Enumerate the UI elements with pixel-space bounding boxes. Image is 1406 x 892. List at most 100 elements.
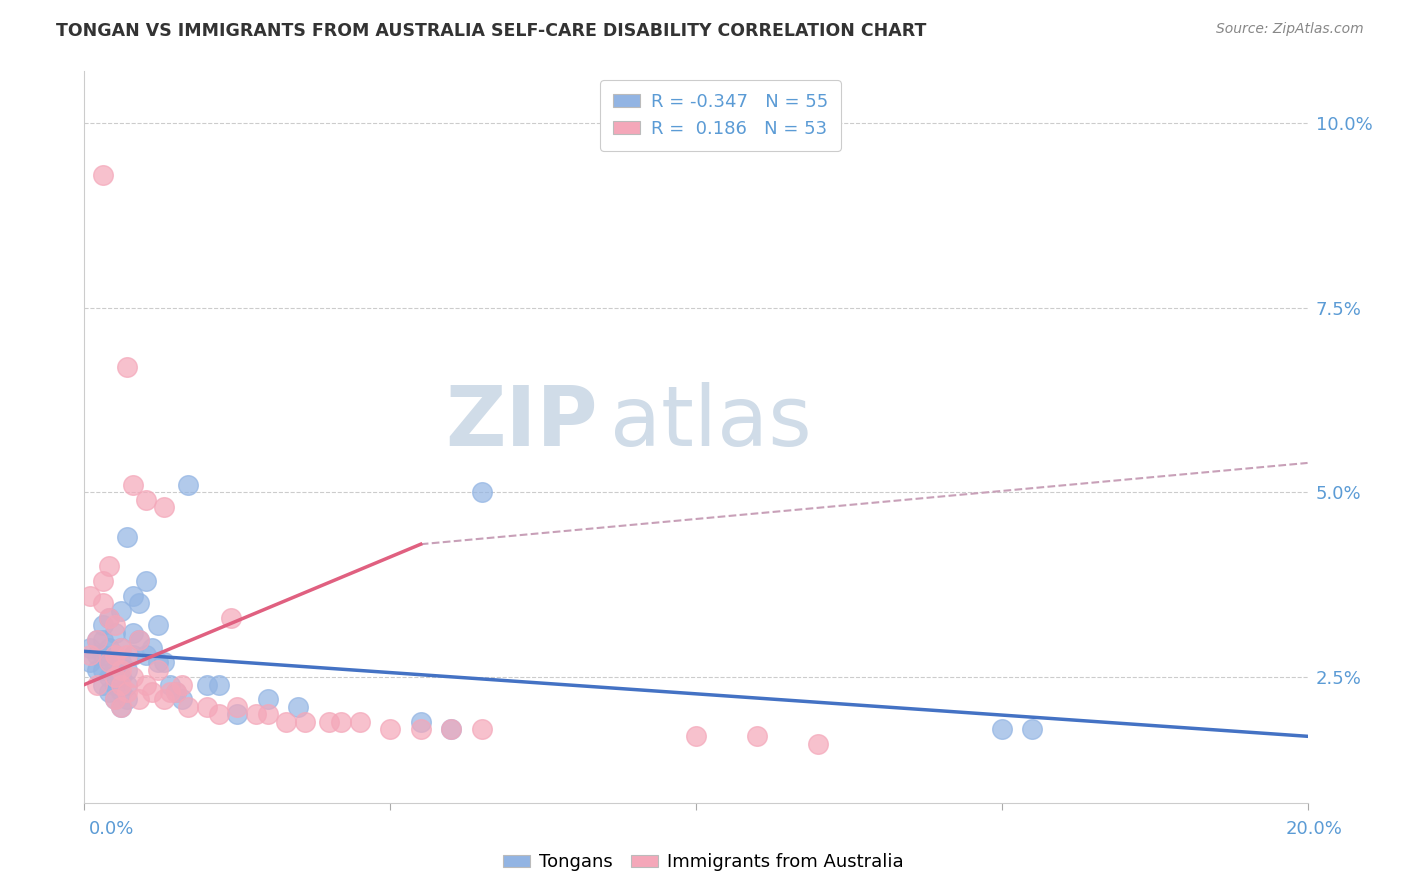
Point [91,633,114,648]
Point [97,559,120,574]
Point [122,648,145,662]
Point [226,699,249,714]
Point [177,478,200,492]
Point [104,670,127,684]
Point [153,692,176,706]
Point [91,648,114,662]
Point [294,714,316,729]
Point [91,618,114,632]
Point [153,656,176,670]
Point [195,699,218,714]
Point [409,714,432,729]
Text: 20.0%: 20.0% [1286,820,1343,838]
Point [104,625,127,640]
Point [110,656,132,670]
Point [991,722,1014,736]
Point [165,685,187,699]
Point [115,530,138,544]
Point [141,640,163,655]
Point [79,589,101,603]
Point [86,663,108,677]
Point [97,685,120,699]
Point [79,648,101,662]
Text: atlas: atlas [610,382,813,463]
Point [807,737,830,751]
Point [115,685,138,699]
Point [208,707,231,722]
Point [177,699,200,714]
Point [257,692,280,706]
Text: ZIP: ZIP [446,382,598,463]
Point [110,699,132,714]
Point [91,168,114,182]
Point [122,670,145,684]
Point [349,714,371,729]
Point [440,722,463,736]
Point [172,677,194,691]
Point [86,633,108,648]
Point [104,692,127,706]
Point [110,663,132,677]
Point [86,677,108,691]
Point [97,656,120,670]
Point [79,640,101,655]
Point [146,656,169,670]
Point [141,685,163,699]
Point [287,699,309,714]
Point [747,729,769,743]
Point [104,648,127,662]
Point [159,677,181,691]
Point [110,604,132,618]
Point [440,722,463,736]
Point [122,478,145,492]
Text: Source: ZipAtlas.com: Source: ZipAtlas.com [1216,22,1364,37]
Point [318,714,340,729]
Point [115,359,138,374]
Point [380,722,402,736]
Point [471,722,494,736]
Point [159,685,181,699]
Legend: Tongans, Immigrants from Australia: Tongans, Immigrants from Australia [495,847,911,879]
Point [128,596,150,610]
Point [219,611,242,625]
Point [91,677,114,691]
Point [471,485,494,500]
Point [409,722,432,736]
Point [128,633,150,648]
Point [172,692,194,706]
Point [86,633,108,648]
Point [86,648,108,662]
Point [104,648,127,662]
Point [104,663,127,677]
Point [110,640,132,655]
Point [208,677,231,691]
Point [128,692,150,706]
Point [110,685,132,699]
Point [115,663,138,677]
Point [195,677,218,691]
Point [128,633,150,648]
Point [135,492,157,507]
Point [245,707,267,722]
Legend: R = -0.347   N = 55, R =  0.186   N = 53: R = -0.347 N = 55, R = 0.186 N = 53 [600,80,841,151]
Point [276,714,298,729]
Point [110,670,132,684]
Point [110,677,132,691]
Point [153,500,176,515]
Point [115,648,138,662]
Point [79,656,101,670]
Text: 0.0%: 0.0% [89,820,134,838]
Point [1021,722,1043,736]
Point [91,574,114,589]
Point [146,618,169,632]
Point [122,625,145,640]
Point [685,729,707,743]
Point [115,677,138,691]
Point [135,677,157,691]
Point [110,640,132,655]
Point [330,714,353,729]
Point [97,611,120,625]
Point [110,699,132,714]
Point [135,648,157,662]
Point [122,589,145,603]
